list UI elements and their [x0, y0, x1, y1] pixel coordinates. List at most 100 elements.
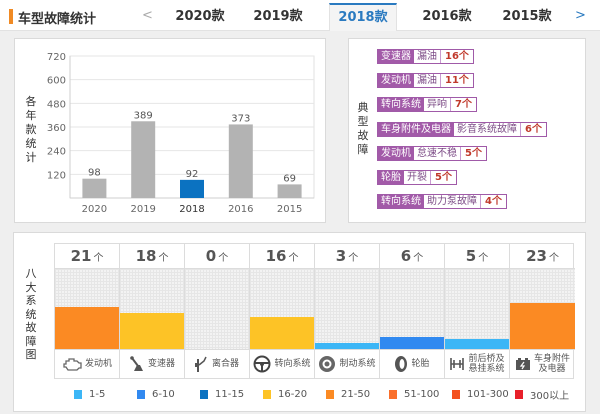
page-title: 车型故障统计: [18, 12, 97, 27]
legend-item: 6-10: [137, 387, 200, 402]
fault-issue: 怠速不稳: [414, 147, 461, 160]
system-count-unit: 个: [158, 253, 169, 264]
system-count: 18 个: [120, 244, 184, 269]
legend-swatch: [137, 390, 145, 399]
system-count: 21 个: [55, 244, 119, 269]
system-label: 轮胎: [380, 349, 444, 378]
battery-icon: [515, 357, 531, 371]
system-count-value: 18: [135, 247, 157, 265]
system-count-value: 23: [526, 247, 547, 265]
typical-faults-label: 典型故障: [357, 101, 369, 156]
system-count-value: 21: [70, 247, 92, 265]
bar-value-label: 373: [231, 113, 250, 124]
system-bar-area: [120, 269, 184, 349]
eight-systems-label: 八大系统故障图: [25, 267, 37, 361]
fault-item[interactable]: 发动机 漏油 11个: [377, 73, 474, 88]
legend-swatch: [452, 390, 460, 399]
next-arrow-icon[interactable]: >: [575, 8, 586, 23]
system-bar: [250, 317, 314, 349]
system-count-unit: 个: [288, 253, 299, 264]
header-bar: 车型故障统计 < 2020款 2019款 2018款 2016款 2015款 >: [0, 0, 600, 31]
system-count-unit: 个: [478, 253, 489, 264]
system-column[interactable]: 5 个前后桥及 悬挂系统: [445, 244, 510, 378]
system-name: 车身附件 及电器: [533, 354, 570, 374]
system-bar-area: [185, 269, 249, 349]
legend-label: 101-300: [467, 389, 509, 400]
system-bar: [380, 337, 444, 349]
fault-item[interactable]: 轮胎 开裂 5个: [377, 170, 457, 185]
system-count-unit: 个: [218, 253, 229, 264]
legend-label: 51-100: [404, 389, 440, 400]
tab-2015[interactable]: 2015款: [502, 9, 552, 24]
tire-icon: [394, 355, 408, 373]
system-count-value: 16: [265, 247, 287, 265]
system-bar: [510, 303, 575, 349]
y-tick-label: 120: [47, 170, 66, 181]
legend-item: 101-300: [452, 387, 515, 402]
system-column[interactable]: 0 个离合器: [185, 244, 250, 378]
bar-2020: [82, 178, 107, 198]
system-label: 制动系统: [315, 349, 379, 378]
fault-count: 7个: [451, 98, 476, 111]
tab-2018[interactable]: 2018款: [329, 3, 397, 31]
legend-item: 1-5: [74, 387, 137, 402]
bar-2015: [277, 184, 302, 198]
fault-system: 发动机: [378, 74, 414, 87]
legend-item: 11-15: [200, 387, 263, 402]
tab-2019[interactable]: 2019款: [253, 9, 303, 24]
x-tick-label: 2016: [228, 204, 253, 215]
system-count-value: 6: [400, 247, 412, 265]
eight-systems-panel: 八大系统故障图 21 个发动机 18 个变速器 0 个离合器 16 个转向系统 3 个制动系统 6 个…: [13, 232, 586, 412]
bar-2016: [228, 124, 253, 198]
fault-item[interactable]: 转向系统 异响 7个: [377, 97, 477, 112]
system-column[interactable]: 23 个车身附件 及电器: [510, 244, 575, 378]
prev-arrow-icon[interactable]: <: [142, 8, 153, 23]
engine-icon: [62, 357, 82, 371]
system-bar-area: [510, 269, 575, 349]
fault-item[interactable]: 发动机 怠速不稳 5个: [377, 146, 487, 161]
fault-issue: 漏油: [414, 50, 441, 63]
yearly-bar-chart: 120 240 360 480 600 720 98 2020 389 2019 92 2018 373…: [47, 52, 315, 215]
system-bar-area: [55, 269, 119, 349]
fault-system: 轮胎: [378, 171, 404, 184]
fault-item[interactable]: 变速器 漏油 16个: [377, 49, 474, 64]
system-name: 前后桥及 悬挂系统: [468, 354, 505, 374]
suspension-icon: [449, 357, 465, 371]
bar-2019: [131, 121, 156, 198]
system-count-value: 5: [465, 247, 477, 265]
system-bar: [315, 343, 379, 349]
system-column[interactable]: 3 个制动系统: [315, 244, 380, 378]
system-count: 16 个: [250, 244, 314, 269]
system-bar-area: [380, 269, 444, 349]
system-bar: [120, 313, 184, 349]
legend-item: 16-20: [263, 387, 326, 402]
tab-2016[interactable]: 2016款: [422, 9, 472, 24]
system-name: 离合器: [211, 359, 239, 369]
system-column[interactable]: 16 个转向系统: [250, 244, 315, 378]
system-name: 变速器: [147, 359, 175, 369]
legend-label: 11-15: [215, 389, 245, 400]
y-tick-label: 480: [47, 99, 66, 110]
fault-count: 6个: [521, 123, 546, 136]
system-label: 车身附件 及电器: [510, 349, 575, 378]
tab-2020[interactable]: 2020款: [175, 9, 225, 24]
fault-item[interactable]: 车身附件及电器 影音系统故障 6个: [377, 122, 547, 137]
system-label: 转向系统: [250, 349, 314, 378]
system-label: 前后桥及 悬挂系统: [445, 349, 509, 378]
system-column[interactable]: 21 个发动机: [55, 244, 120, 378]
yearly-stats-panel: 各年款统计 120 240 360 480 600 720 98 2020 389 2019 92 2…: [14, 38, 326, 223]
system-bar: [55, 307, 119, 349]
y-tick-label: 360: [47, 123, 66, 134]
bar-value-label: 389: [134, 110, 153, 121]
y-tick-label: 720: [47, 52, 66, 63]
gear-shifter-icon: [129, 356, 145, 372]
fault-count: 16个: [441, 50, 473, 63]
system-column[interactable]: 18 个变速器: [120, 244, 185, 378]
y-axis-label: 各年款统计: [25, 95, 37, 164]
system-name: 转向系统: [274, 359, 311, 369]
fault-item[interactable]: 转向系统 助力泵故障 4个: [377, 194, 507, 209]
system-bar-area: [315, 269, 379, 349]
system-column[interactable]: 6 个轮胎: [380, 244, 445, 378]
